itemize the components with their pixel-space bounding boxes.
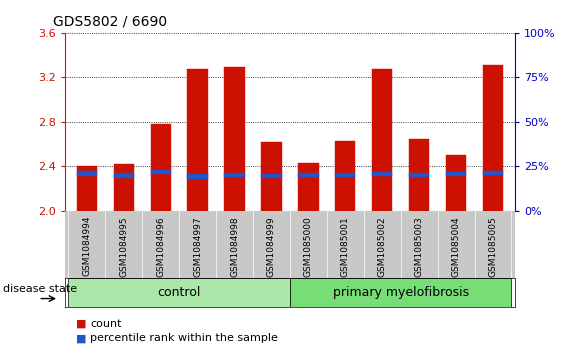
Bar [298, 163, 319, 211]
Text: GSM1085001: GSM1085001 [341, 216, 350, 277]
Text: ■: ■ [76, 319, 87, 329]
Bar [290, 278, 511, 307]
Bar [483, 171, 503, 175]
Bar [150, 170, 171, 174]
Bar [77, 166, 97, 211]
Bar [114, 173, 134, 178]
Text: GSM1085002: GSM1085002 [378, 216, 387, 277]
Text: percentile rank within the sample: percentile rank within the sample [90, 333, 278, 343]
Bar [372, 69, 392, 211]
Bar [446, 172, 466, 176]
Bar [298, 173, 319, 177]
Bar [372, 172, 392, 176]
Text: control: control [158, 286, 201, 299]
Text: GSM1084995: GSM1084995 [119, 216, 128, 277]
Bar [335, 173, 355, 177]
Text: primary myelofibrosis: primary myelofibrosis [333, 286, 469, 299]
Bar [261, 142, 282, 211]
Bar [409, 173, 430, 177]
Bar [225, 173, 245, 177]
Text: GSM1085000: GSM1085000 [304, 216, 313, 277]
Bar [483, 65, 503, 211]
Text: GSM1084998: GSM1084998 [230, 216, 239, 277]
Bar [261, 174, 282, 178]
Text: count: count [90, 319, 122, 329]
Text: GDS5802 / 6690: GDS5802 / 6690 [53, 15, 167, 29]
Bar [69, 278, 290, 307]
Bar [409, 139, 430, 211]
Text: GSM1084997: GSM1084997 [193, 216, 202, 277]
Bar [114, 164, 134, 211]
Bar [446, 155, 466, 211]
Text: GSM1084994: GSM1084994 [82, 216, 91, 276]
Text: GSM1084999: GSM1084999 [267, 216, 276, 277]
Text: disease state: disease state [3, 284, 77, 294]
Text: GSM1085003: GSM1085003 [415, 216, 424, 277]
Bar [77, 171, 97, 176]
Text: GSM1085005: GSM1085005 [489, 216, 498, 277]
Bar [150, 124, 171, 211]
Bar [335, 140, 355, 211]
Text: ■: ■ [76, 333, 87, 343]
Bar [187, 69, 208, 211]
Bar [187, 174, 208, 179]
Text: GSM1085004: GSM1085004 [452, 216, 461, 277]
Bar [225, 67, 245, 211]
Text: GSM1084996: GSM1084996 [156, 216, 165, 277]
